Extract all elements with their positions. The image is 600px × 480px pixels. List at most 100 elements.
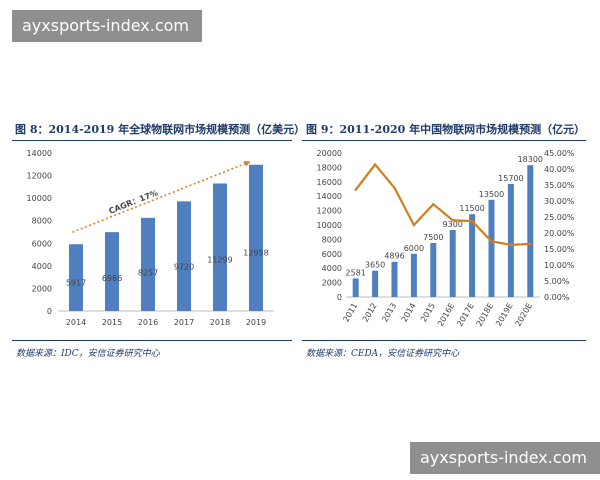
x-tick-label: 2018 (210, 318, 230, 327)
data-label: 18300 (518, 155, 543, 164)
x-tick-label: 2015 (102, 318, 122, 327)
y-tick-label: 4000 (32, 262, 52, 271)
data-label: 15700 (498, 174, 523, 183)
data-label: 4896 (384, 252, 404, 261)
y-right-tick-label: 5.00% (544, 277, 570, 286)
y-tick-label: 0 (47, 307, 52, 316)
x-tick-label: 2020E (514, 302, 535, 329)
growth-rate-point (490, 240, 493, 243)
x-tick-label: 2014 (400, 302, 418, 324)
bar-2011 (352, 278, 359, 297)
x-tick-label: 2019E (494, 302, 515, 329)
data-label: 13500 (479, 190, 504, 199)
bar-2018E (488, 199, 495, 297)
bar-2013 (391, 261, 398, 297)
y-left-tick-label: 8000 (322, 235, 342, 244)
bar-2012 (372, 270, 379, 297)
data-label: 12958 (243, 248, 268, 257)
y-left-tick-label: 20000 (317, 149, 342, 158)
bar-2016E (449, 230, 456, 297)
data-label: 2581 (346, 268, 366, 277)
x-tick-label: 2019 (246, 318, 266, 327)
y-left-tick-label: 10000 (317, 221, 342, 230)
chart-title-china-iot: 图 9：2011-2020 年中国物联网市场规模预测（亿元） (306, 123, 586, 136)
bar-2019E (507, 183, 514, 297)
divider (12, 140, 292, 141)
y-tick-label: 12000 (27, 172, 52, 181)
cagr-trend-arrow (72, 160, 251, 233)
y-right-tick-label: 30.00% (544, 197, 575, 206)
growth-rate-point (412, 223, 416, 227)
chart-source-global: 数据来源：IDC，安信证券研究中心 (16, 349, 160, 359)
growth-rate-point (470, 219, 474, 223)
chart-title-global-iot: 图 8：2014-2019 年全球物联网市场规模预测（亿美元） (15, 123, 306, 136)
data-label: 11500 (459, 204, 484, 213)
y-left-tick-label: 0 (337, 293, 342, 302)
y-right-tick-label: 15.00% (544, 245, 575, 254)
y-right-tick-label: 45.00% (544, 149, 575, 158)
china-iot-combo-chart: 0 2000 4000 6000 8000 10000 12000 14000 16000 180… (317, 149, 575, 329)
bar-2019 (249, 164, 263, 311)
x-tick-label: 2017E (455, 302, 476, 329)
x-tick-label: 2016 (138, 318, 158, 327)
x-tick-label: 2014 (66, 318, 86, 327)
y-right-tick-label: 35.00% (544, 181, 575, 190)
x-tick-label: 2017 (174, 318, 194, 327)
x-tick-label: 2012 (361, 302, 379, 324)
y-left-tick-label: 4000 (322, 264, 342, 273)
bar-2014 (69, 244, 83, 311)
bar-2014 (410, 253, 417, 297)
y-left-tick-label: 12000 (317, 207, 342, 216)
y-tick-label: 10000 (27, 194, 52, 203)
bar-2015 (105, 232, 119, 311)
divider (302, 340, 586, 341)
global-iot-bar-chart: 0 2000 4000 6000 8000 10000 12000 14000 2014 5917… (27, 149, 274, 327)
bar-2017E (469, 214, 476, 297)
arrow-head (243, 160, 251, 167)
data-label: 11299 (207, 256, 232, 265)
y-tick-label: 6000 (32, 239, 52, 248)
chart-source-china: 数据来源：CEDA，安信证券研究中心 (306, 349, 460, 359)
y-left-tick-label: 14000 (317, 192, 342, 201)
bar-2015 (430, 243, 437, 297)
x-tick-label: 2013 (380, 302, 398, 324)
growth-rate-point (373, 163, 377, 166)
bar-2018 (213, 183, 227, 311)
y-right-tick-label: 20.00% (544, 229, 575, 238)
growth-rate-point (529, 242, 532, 246)
x-tick-label: 2018E (475, 302, 496, 329)
growth-rate-line (354, 162, 531, 246)
bar-2017 (177, 201, 191, 311)
watermark-top: ayxsports-index.com (12, 10, 202, 42)
watermark-bottom: ayxsports-index.com (410, 442, 600, 474)
x-tick-label: 2011 (341, 302, 359, 324)
growth-rate-point (451, 219, 454, 222)
growth-rate-point (509, 243, 513, 247)
y-right-tick-label: 10.00% (544, 261, 575, 270)
x-tick-label: 2016E (436, 302, 457, 329)
growth-rate-point (354, 188, 357, 191)
data-label: 8257 (138, 269, 158, 278)
growth-rate-point (432, 203, 435, 206)
divider (12, 340, 292, 341)
data-label: 9300 (443, 220, 463, 229)
bar-2020E (527, 165, 534, 297)
cagr-annotation: CAGR：17% (108, 188, 160, 216)
x-tick-label: 2015 (419, 302, 437, 324)
y-right-tick-label: 25.00% (544, 213, 575, 222)
y-left-tick-label: 18000 (317, 163, 342, 172)
data-label: 5917 (66, 279, 86, 288)
divider (302, 140, 586, 141)
data-label: 3650 (365, 261, 385, 270)
y-left-tick-label: 2000 (322, 279, 342, 288)
y-tick-label: 8000 (32, 217, 52, 226)
y-tick-label: 2000 (32, 284, 52, 293)
y-left-tick-label: 16000 (317, 178, 342, 187)
data-label: 7500 (423, 233, 443, 242)
y-right-tick-label: 0.00% (544, 293, 570, 302)
growth-rate-point (393, 186, 396, 190)
y-tick-label: 14000 (27, 149, 52, 158)
y-right-tick-label: 40.00% (544, 165, 575, 174)
data-label: 9720 (174, 262, 194, 271)
bar-2016 (141, 217, 155, 311)
